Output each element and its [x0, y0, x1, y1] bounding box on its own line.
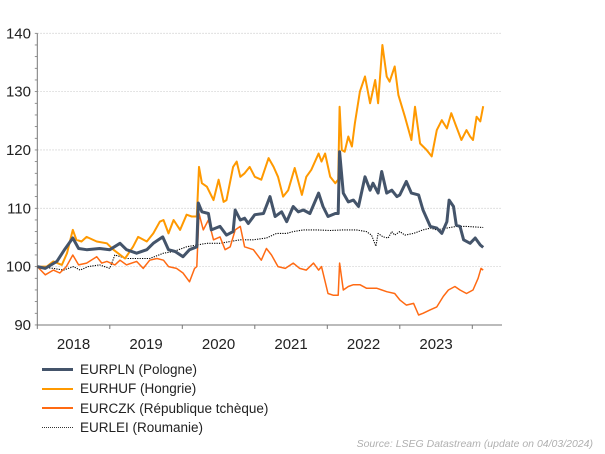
x-tick-label: 2021	[274, 336, 307, 353]
series-line-eurczk	[36, 212, 484, 316]
y-tick-label: 140	[6, 25, 31, 42]
x-tick-label: 2023	[419, 336, 452, 353]
legend-item-eurhuf: EURHUF (Hongrie)	[42, 379, 268, 398]
y-tick-label: 130	[6, 84, 31, 101]
y-tick-label: 120	[6, 142, 31, 159]
x-tick-label: 2019	[129, 336, 162, 353]
legend-label: EURCZK (République tchèque)	[80, 400, 269, 416]
y-tick-label: 100	[6, 259, 31, 276]
y-tick-labels: 90 100 110 120 130 140	[6, 25, 31, 334]
legend-swatch	[42, 407, 73, 410]
y-tick-label: 90	[14, 317, 31, 334]
x-tick-label: 2020	[202, 336, 235, 353]
series-line-eurhuf	[37, 44, 485, 268]
legend: EURPLN (Pologne) EURHUF (Hongrie) EURCZK…	[42, 360, 268, 437]
x-tick-label: 2022	[347, 336, 380, 353]
y-tick-label: 110	[7, 200, 31, 217]
legend-swatch	[42, 387, 73, 390]
legend-swatch	[42, 427, 73, 429]
series-lines	[36, 44, 485, 316]
legend-swatch	[42, 368, 73, 372]
legend-label: EURLEI (Roumanie)	[80, 420, 204, 436]
gridlines	[37, 32, 502, 268]
legend-item-eurlei: EURLEI (Roumanie)	[42, 418, 268, 437]
x-tick-labels: 2018 2019 2020 2021 2022 2023	[57, 336, 453, 353]
series-line-eurlei	[37, 225, 484, 271]
x-tick-label: 2018	[57, 336, 90, 353]
axes	[34, 32, 502, 329]
series-line-eurpln	[36, 150, 485, 270]
legend-label: EURHUF (Hongrie)	[80, 381, 197, 397]
legend-label: EURPLN (Pologne)	[80, 362, 198, 378]
legend-item-eurczk: EURCZK (République tchèque)	[42, 399, 268, 418]
source-note: Source: LSEG Datastream (update on 04/03…	[356, 438, 593, 450]
legend-item-eurpln: EURPLN (Pologne)	[42, 360, 268, 379]
